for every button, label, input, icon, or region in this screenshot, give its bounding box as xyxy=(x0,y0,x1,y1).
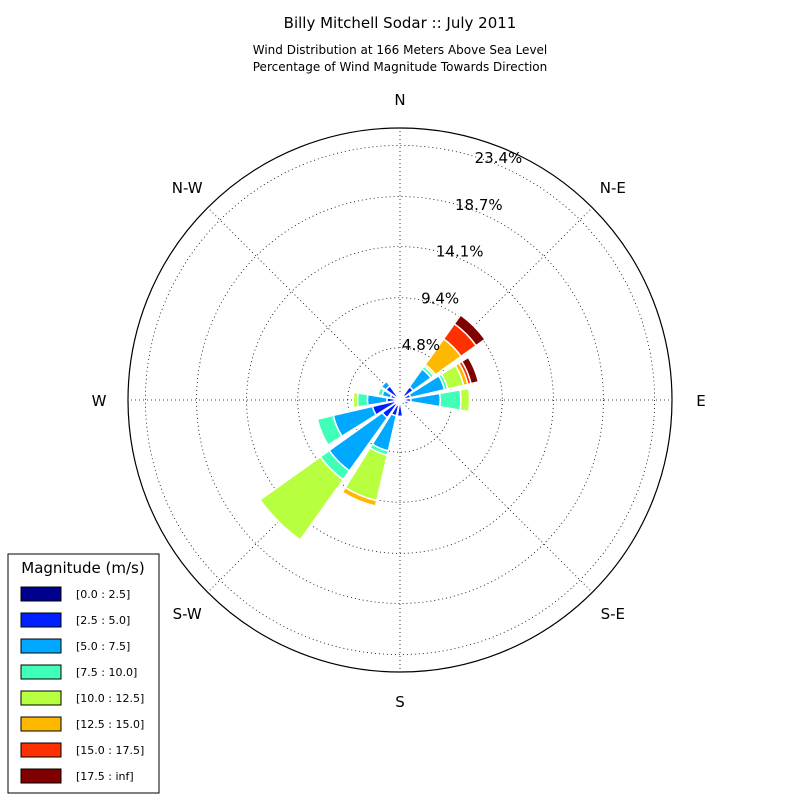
grid-spoke-2 xyxy=(399,207,593,401)
legend-label-8: [17.5 : inf] xyxy=(76,770,134,783)
legend-label-6: [12.5 : 15.0] xyxy=(76,718,144,731)
wind-bar-4-1 xyxy=(400,399,410,406)
wind-bar-7-4 xyxy=(259,455,345,541)
direction-label-n: N xyxy=(394,91,405,109)
wind-bar-1-7 xyxy=(453,313,487,347)
legend-items: [0.0 : 2.5] [2.5 : 5.0] [5.0 : 7.5] [7.5 : … xyxy=(20,586,144,784)
ring-label-3: 14.1% xyxy=(436,242,484,260)
legend-swatch-1 xyxy=(20,586,62,602)
chart-subtitle-line-1: Wind Distribution at 166 Meters Above Se… xyxy=(253,43,548,57)
grid-ring-2 xyxy=(297,297,503,503)
wind-bar-3-4 xyxy=(459,387,471,413)
ring-label-1: 4.8% xyxy=(402,336,440,354)
grid-ring-3 xyxy=(246,246,554,554)
legend-label-2: [2.5 : 5.0] xyxy=(76,614,130,627)
legend-swatch-7 xyxy=(20,742,62,758)
legend: Magnitude (m/s) [0.0 : 2.5] [2.5 : 5.0] [5… xyxy=(7,553,160,794)
grid-spoke-8 xyxy=(207,207,401,401)
chart-title: Billy Mitchell Sodar :: July 2011 xyxy=(284,14,517,32)
outer-circle xyxy=(127,127,673,673)
direction-label-s-e: S-E xyxy=(601,605,625,623)
wind-bars xyxy=(259,313,487,541)
legend-label-3: [5.0 : 7.5] xyxy=(76,640,130,653)
grid-ring-4 xyxy=(196,196,604,604)
legend-swatch-8 xyxy=(20,768,62,784)
direction-label-n-e: N-E xyxy=(600,179,626,197)
legend-label-4: [7.5 : 10.0] xyxy=(76,666,137,679)
ring-labels: 4.8% 9.4% 14.1% 18.7% 23.4% xyxy=(402,149,522,354)
wind-bar-10-3 xyxy=(376,386,386,397)
direction-label-e: E xyxy=(696,392,705,410)
direction-label-s-w: S-W xyxy=(173,605,202,623)
chart-subtitle-line-2: Percentage of Wind Magnitude Towards Dir… xyxy=(253,60,547,74)
wind-bar-2-7 xyxy=(460,356,480,385)
ring-label-4: 18.7% xyxy=(455,196,503,214)
wind-bar-11-2 xyxy=(380,380,391,391)
direction-label-w: W xyxy=(92,392,107,410)
legend-swatch-5 xyxy=(20,690,62,706)
legend-title: Magnitude (m/s) xyxy=(21,559,144,577)
ring-label-2: 9.4% xyxy=(421,290,459,308)
legend-label-7: [15.0 : 17.5] xyxy=(76,744,144,757)
legend-swatch-3 xyxy=(20,638,62,654)
wind-bar-6-5 xyxy=(341,486,378,507)
wind-bar-3-3 xyxy=(438,389,462,411)
legend-label-1: [0.0 : 2.5] xyxy=(76,588,130,601)
legend-swatch-6 xyxy=(20,716,62,732)
wind-bar-9-3 xyxy=(356,392,369,408)
ring-label-5: 23.4% xyxy=(475,149,523,167)
wind-bar-8-3 xyxy=(316,414,343,447)
wind-bar-0-1 xyxy=(398,394,402,399)
legend-swatch-2 xyxy=(20,612,62,628)
grid-ring-5 xyxy=(145,145,655,655)
legend-swatch-4 xyxy=(20,664,62,680)
legend-label-5: [10.0 : 12.5] xyxy=(76,692,144,705)
direction-label-n-w: N-W xyxy=(172,179,203,197)
direction-labels: N N-E E S-E S S-W W N-W xyxy=(92,91,706,711)
wind-bar-5-1 xyxy=(396,402,404,418)
wind-bar-9-4 xyxy=(352,391,360,409)
grid-spoke-4 xyxy=(399,399,593,593)
direction-label-s: S xyxy=(395,693,405,711)
